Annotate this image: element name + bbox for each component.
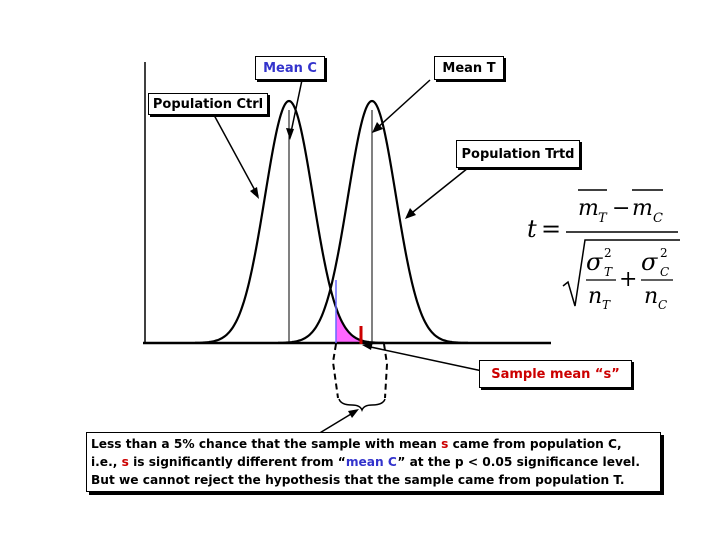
formula-sigma-t: σ [586,248,603,276]
note-arrowhead [348,409,359,418]
mean-c-arrow [289,79,303,138]
formula-equals: = [541,215,561,243]
mean-t-arrowhead [372,122,383,133]
formula-sigma-t-sup: 2 [604,246,612,260]
population-trtd-label: Population Trtd [456,140,580,168]
mean-t-arrow [374,79,431,131]
population-ctrl-arrowhead [250,187,259,199]
population-trtd-arrow [407,167,469,217]
formula-sigma-c-sup: 2 [660,246,668,260]
formula-nt: n [588,284,602,309]
curly-brace [338,398,386,413]
formula-sigma-c: σ [641,248,658,276]
mean-c-label: Mean C [255,56,325,80]
formula-minus: − [612,196,630,221]
formula-t: t [527,215,537,243]
population-trtd-curve [278,99,468,344]
formula-mc: m [632,196,653,221]
formula-plus: + [619,267,637,292]
explanation-note: Less than a 5% chance that the sample wi… [86,432,661,492]
sample-mean-label: Sample mean “s” [479,360,632,388]
population-trtd-arrowhead [405,208,416,219]
population-ctrl-curve [195,99,384,344]
dashed-guide-right [383,343,389,399]
t-statistic-formula: t = m T − m C σ 2 T n T + σ 2 C n C [527,189,680,312]
population-ctrl-label: Population Ctrl [148,93,268,115]
note-line-2: i.e., s is significantly different from … [91,455,640,469]
dashed-guide-left [331,343,339,399]
formula-sigma-c-sub: C [660,265,669,279]
formula-nc-sub: C [658,298,667,312]
formula-sigma-t-sub: T [604,265,613,279]
formula-nt-sub: T [602,298,611,312]
formula-mt-sub: T [598,211,608,226]
sample-mean-arrow [365,345,488,373]
mean-c-arrowhead [286,128,294,140]
formula-nc: n [644,284,658,309]
note-arrow [317,410,357,435]
note-line-3: But we cannot reject the hypothesis that… [91,473,625,487]
formula-mc-sub: C [653,211,663,226]
mean-t-label: Mean T [434,56,504,80]
note-line-1: Less than a 5% chance that the sample wi… [91,437,622,451]
sample-mean-arrowhead [362,342,373,350]
population-ctrl-arrow [213,114,259,197]
formula-sqrt [562,239,680,307]
formula-mt: m [578,196,599,221]
